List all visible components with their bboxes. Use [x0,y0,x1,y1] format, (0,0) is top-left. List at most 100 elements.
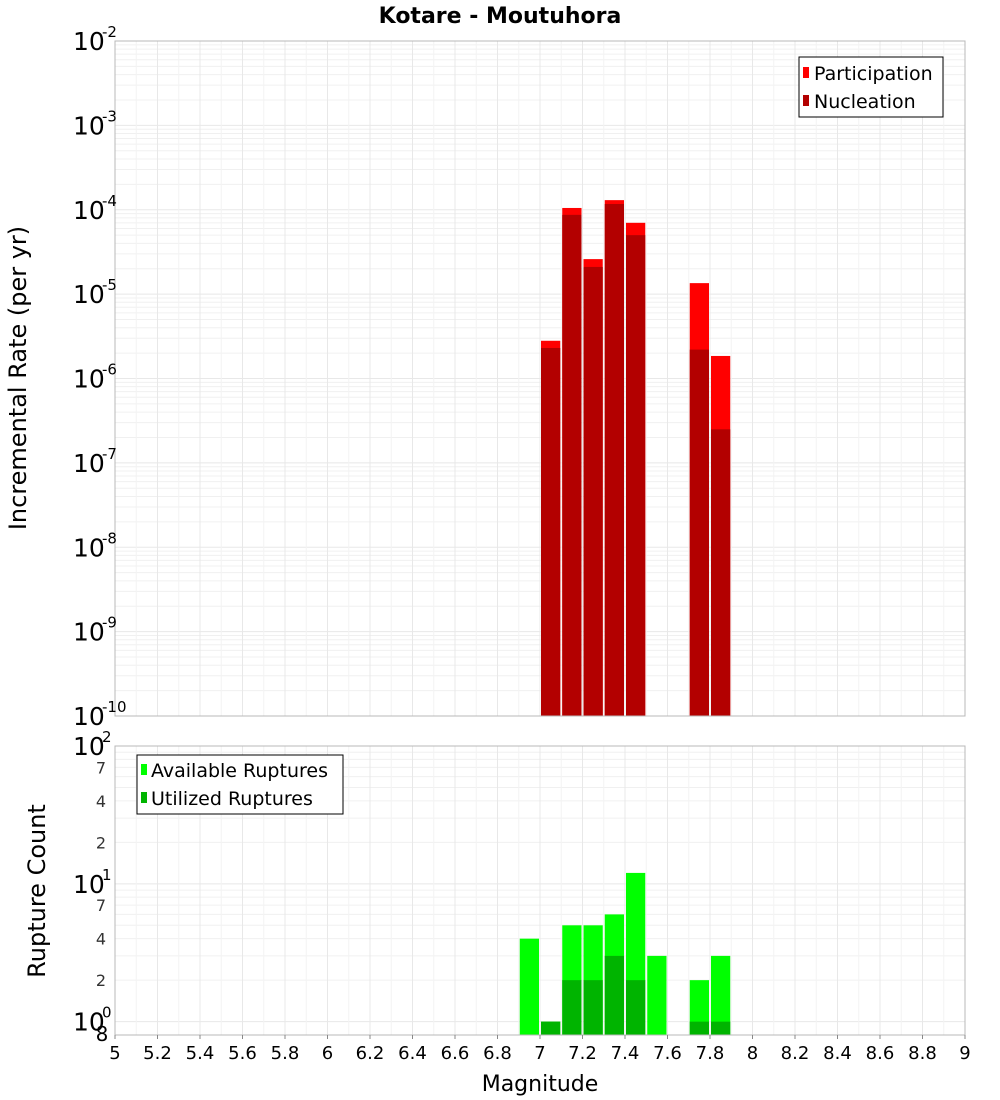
bar-nucleation-7-45 [626,235,646,716]
bottom-y-tick-base: 10 [73,1008,105,1037]
top-plot-grid [114,41,966,717]
legend-swatch-participation [803,67,809,78]
top-y-tick-exponent: -4 [102,192,117,210]
x-tick-label: 8.4 [823,1043,852,1064]
bottom-plot-bars [519,872,731,1035]
legend-label-nucleation: Nucleation [814,91,916,113]
x-axis-ticks: 5 5.2 5.4 5.6 5.8 6 6.2 6.4 6.6 6.8 7 7.2 7.4 7.6 7.8 8… [109,1035,971,1064]
top-y-tick-label: 10-6 [73,361,117,394]
top-y-tick-label: 10-7 [73,445,117,478]
top-y-tick-base: 10 [73,702,105,731]
bar-nucleation-7-85 [711,429,731,716]
bottom-legend-box [136,754,344,815]
bottom-y-tick-label: 102 [73,728,112,761]
top-y-tick-base: 10 [73,449,105,478]
bottom-y-tick-label: 100 [73,1004,112,1037]
top-y-tick-base: 10 [73,27,105,56]
top-y-tick-exponent: -2 [102,23,117,41]
top-y-tick-label: 10-9 [73,614,117,647]
top-y-tick-label: 10-2 [73,23,117,56]
x-tick-label: 8.6 [866,1043,895,1064]
bar-utilized-ruptures-7-05 [541,1021,561,1035]
x-tick-label: 5 [109,1043,120,1064]
bottom-y-minor-tick-label: 7 [96,758,106,777]
bottom-y-tick-exponent: 1 [102,866,112,884]
top-y-tick-exponent: -5 [102,276,117,294]
top-y-tick-base: 10 [73,111,105,140]
bottom-y-tick-exponent: 0 [102,1004,112,1022]
bar-utilized-ruptures-7-75 [689,1021,709,1035]
top-y-tick-label: 10-10 [73,698,127,731]
bottom-y-tick-exponent: 2 [102,728,112,746]
x-tick-label: 5.6 [228,1043,257,1064]
x-tick-label: 7.6 [653,1043,682,1064]
top-y-tick-exponent: -8 [102,529,117,547]
x-tick-label: 6.2 [356,1043,385,1064]
x-tick-label: 5.4 [186,1043,215,1064]
top-y-tick-label: 10-5 [73,276,117,309]
bottom-y-axis-label: Rupture Count [23,804,51,978]
bottom-y-tick-base: 10 [73,870,105,899]
bottom-y-minor-tick-label: 7 [96,896,106,915]
bar-available-ruptures-6-95 [519,938,539,1035]
bottom-y-minor-tick-label: 4 [96,930,106,949]
chart-title: Kotare - Moutuhora [379,4,622,29]
top-y-tick-exponent: -3 [102,107,117,125]
bar-nucleation-7-75 [689,349,709,716]
x-tick-label: 8.8 [908,1043,937,1064]
legend-swatch-available [141,764,147,775]
legend-swatch-nucleation [803,95,809,106]
top-y-tick-exponent: -7 [102,445,117,463]
top-y-tick-base: 10 [73,365,105,394]
x-tick-label: 7.2 [568,1043,597,1064]
x-tick-label: 5.2 [143,1043,172,1064]
bar-available-ruptures-7-55 [647,955,667,1035]
bottom-y-tick-label: 101 [73,866,112,899]
x-tick-label: 9 [959,1043,970,1064]
x-tick-label: 6 [322,1043,333,1064]
legend-swatch-utilized [141,792,147,803]
bar-nucleation-7-05 [541,347,561,716]
bar-utilized-ruptures-7-85 [711,1021,731,1035]
top-y-tick-base: 10 [73,196,105,225]
bar-available-ruptures-7-85 [711,955,731,1035]
bottom-y-tick-base: 10 [73,732,105,761]
bar-nucleation-7-15 [562,214,582,716]
bottom-y-minor-tick-label: 2 [96,971,106,990]
bar-utilized-ruptures-7-15 [562,980,582,1035]
bottom-legend: Available Ruptures Utilized Ruptures [136,754,344,815]
top-y-tick-base: 10 [73,280,105,309]
bar-utilized-ruptures-7-35 [604,955,624,1035]
top-y-tick-exponent: -9 [102,614,117,632]
legend-label-utilized: Utilized Ruptures [151,788,313,810]
bar-utilized-ruptures-7-45 [626,980,646,1035]
bar-available-ruptures-7-75 [689,980,709,1035]
x-tick-label: 6.8 [483,1043,512,1064]
top-plot-frame [114,40,966,717]
top-y-tick-label: 10-3 [73,107,117,140]
bottom-y-minor-tick-label: 2 [96,833,106,852]
x-tick-label: 5.8 [271,1043,300,1064]
top-y-tick-exponent: -10 [102,698,127,716]
legend-label-participation: Participation [814,63,933,85]
top-legend: Participation Nucleation [798,56,944,118]
bar-nucleation-7-35 [604,203,624,716]
top-y-tick-base: 10 [73,533,105,562]
top-legend-box [798,56,944,118]
top-y-axis-label: Incremental Rate (per yr) [4,226,32,530]
x-axis-label: Magnitude [482,1072,599,1097]
x-tick-label: 6.6 [441,1043,470,1064]
bar-utilized-ruptures-7-25 [583,980,603,1035]
x-tick-label: 7.4 [611,1043,640,1064]
x-tick-label: 8.2 [781,1043,810,1064]
top-y-tick-base: 10 [73,618,105,647]
x-tick-label: 7 [534,1043,545,1064]
x-tick-label: 7.8 [696,1043,725,1064]
top-y-tick-label: 10-4 [73,192,117,225]
x-tick-label: 8 [747,1043,758,1064]
top-y-tick-exponent: -6 [102,361,117,379]
top-y-tick-label: 10-8 [73,529,117,562]
